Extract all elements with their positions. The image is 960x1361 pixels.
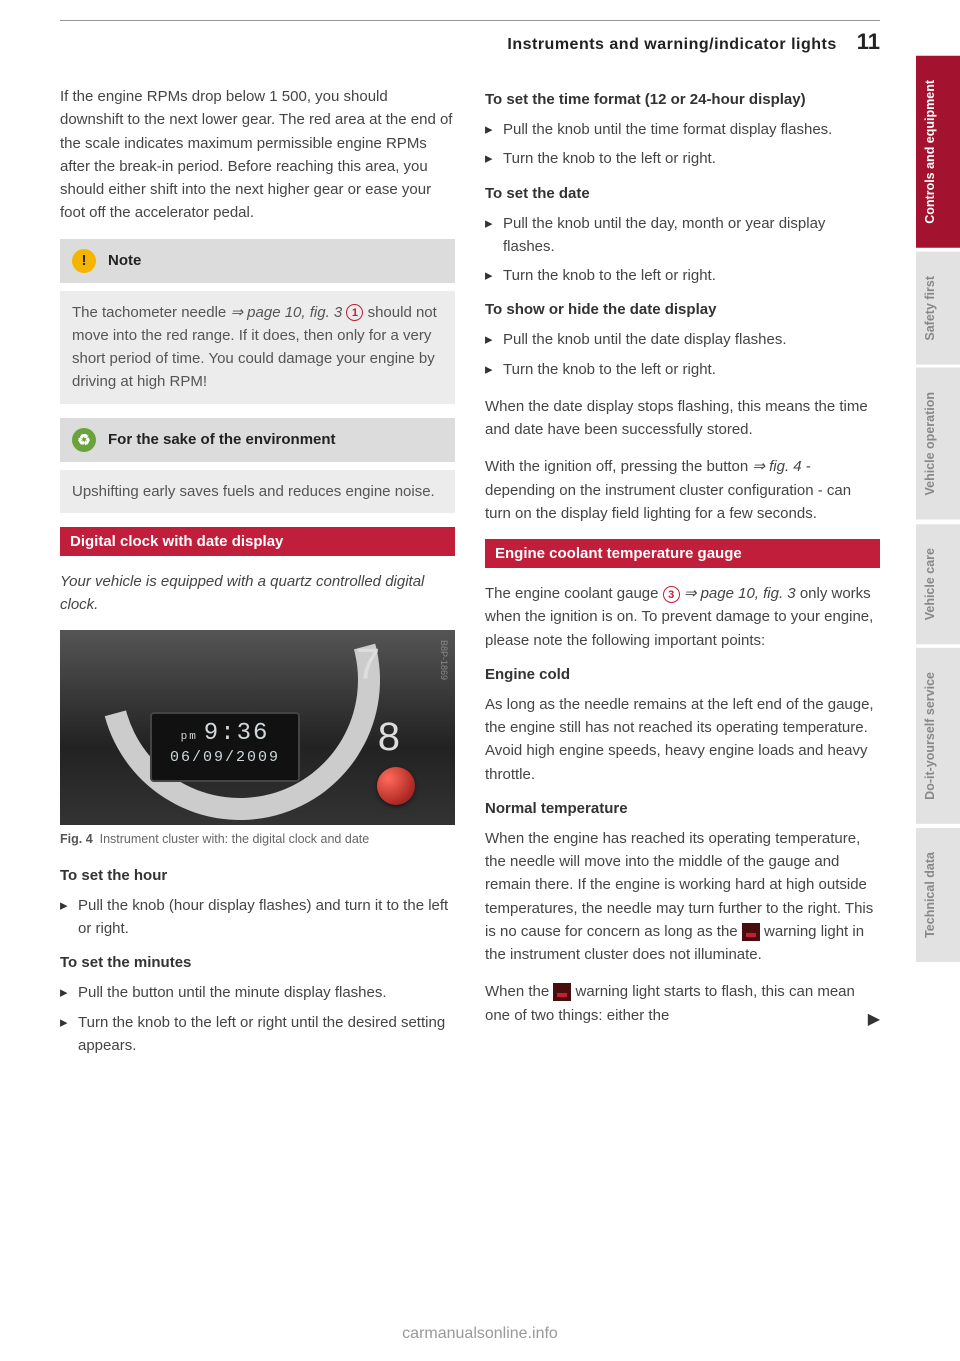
list-item: Pull the knob until the day, month or ye…: [485, 212, 880, 259]
env-body: Upshifting early saves fuels and reduces…: [60, 470, 455, 513]
flash-paragraph: When the warning light starts to flash, …: [485, 980, 880, 1027]
list-item: Turn the knob to the left or right.: [485, 264, 880, 287]
fig-code: B8P-1869: [439, 640, 449, 680]
section-digital-clock: Digital clock with date display: [60, 527, 455, 556]
note-text-pre: The tachometer needle: [72, 304, 230, 321]
date-steps: Pull the knob until the day, month or ye…: [485, 212, 880, 288]
tab-care[interactable]: Vehicle care: [916, 524, 960, 644]
heading-set-hour: To set the hour: [60, 867, 455, 884]
ignition-ref: ⇒ fig. 4: [752, 455, 801, 478]
heading-normal-temp: Normal temperature: [485, 800, 880, 817]
format-steps: Pull the knob until the time format disp…: [485, 118, 880, 171]
flash-pre: When the: [485, 983, 553, 1000]
env-icon: ♻: [72, 428, 96, 452]
note-body: The tachometer needle ⇒ page 10, fig. 3 …: [60, 291, 455, 404]
lcd-time-value: 9:36: [204, 720, 270, 747]
ignition-paragraph: With the ignition off, pressing the butt…: [485, 455, 880, 525]
note-title: Note: [108, 252, 141, 269]
showhide-steps: Pull the knob until the date display fla…: [485, 328, 880, 381]
lcd-time: pm 9:36: [152, 720, 298, 747]
right-column: To set the time format (12 or 24-hour di…: [485, 85, 880, 1071]
chapter-title: Instruments and warning/indicator lights: [507, 36, 836, 54]
lcd-date: 06/09/2009: [152, 749, 298, 766]
heading-time-format: To set the time format (12 or 24-hour di…: [485, 91, 880, 108]
cold-paragraph: As long as the needle remains at the lef…: [485, 693, 880, 786]
continue-arrow-icon: ▶: [868, 1008, 880, 1033]
list-item: Turn the knob to the left or right until…: [60, 1011, 455, 1058]
page-number: 11: [857, 29, 880, 55]
lcd-display: pm 9:36 06/09/2009: [150, 712, 300, 782]
heading-engine-cold: Engine cold: [485, 666, 880, 683]
fig-label: Fig. 4: [60, 832, 93, 846]
note-icon-glyph: !: [82, 252, 87, 269]
minute-steps: Pull the button until the minute display…: [60, 981, 455, 1057]
list-item: Turn the knob to the left or right.: [485, 147, 880, 170]
lcd-ampm: pm: [181, 731, 198, 743]
list-item: Turn the knob to the left or right.: [485, 358, 880, 381]
coolant-pre: The engine coolant gauge: [485, 585, 663, 602]
tab-diy[interactable]: Do-it-yourself service: [916, 648, 960, 824]
left-column: If the engine RPMs drop below 1 500, you…: [60, 85, 455, 1071]
note-ref: ⇒ page 10, fig. 3: [230, 301, 342, 324]
hour-steps: Pull the knob (hour display flashes) and…: [60, 894, 455, 941]
list-item: Pull the button until the minute display…: [60, 981, 455, 1004]
intro-paragraph: If the engine RPMs drop below 1 500, you…: [60, 85, 455, 225]
footer-source: carmanualsonline.info: [0, 1325, 960, 1343]
coolant-warning-icon: [742, 923, 760, 941]
tab-technical[interactable]: Technical data: [916, 828, 960, 962]
env-title: For the sake of the environment: [108, 431, 336, 448]
fig4-caption: Fig. 4 Instrument cluster with: the digi…: [60, 831, 455, 849]
figure-4: 7 8 pm 9:36 06/09/2009 B8P-1869: [60, 630, 455, 825]
tab-operation[interactable]: Vehicle operation: [916, 368, 960, 520]
page-header: Instruments and warning/indicator lights…: [60, 20, 880, 55]
normal-paragraph: When the engine has reached its operatin…: [485, 827, 880, 967]
gauge-num-8: 8: [378, 715, 400, 760]
side-tabs: Controls and equipment Safety first Vehi…: [916, 56, 960, 966]
clock-intro: Your vehicle is equipped with a quartz c…: [60, 570, 455, 617]
circled-3: 3: [663, 586, 680, 603]
clock-knob: [377, 767, 415, 805]
note-icon: !: [72, 249, 96, 273]
heading-set-minutes: To set the minutes: [60, 954, 455, 971]
list-item: Pull the knob (hour display flashes) and…: [60, 894, 455, 941]
list-item: Pull the knob until the date display fla…: [485, 328, 880, 351]
ignition-pre: With the ignition off, pressing the butt…: [485, 458, 752, 475]
gauge-num-7: 7: [356, 640, 380, 690]
env-icon-glyph: ♻: [77, 431, 90, 449]
tab-controls[interactable]: Controls and equipment: [916, 56, 960, 248]
section-coolant: Engine coolant temperature gauge: [485, 539, 880, 568]
coolant-ref: ⇒ page 10, fig. 3: [684, 582, 796, 605]
note-callout-header: ! Note: [60, 239, 455, 283]
stored-paragraph: When the date display stops flashing, th…: [485, 395, 880, 442]
tab-safety[interactable]: Safety first: [916, 252, 960, 365]
fig-caption-text: Instrument cluster with: the digital clo…: [100, 832, 370, 846]
heading-set-date: To set the date: [485, 185, 880, 202]
list-item: Pull the knob until the time format disp…: [485, 118, 880, 141]
circled-1: 1: [346, 304, 363, 321]
coolant-intro: The engine coolant gauge 3 ⇒ page 10, fi…: [485, 582, 880, 652]
env-callout-header: ♻ For the sake of the environment: [60, 418, 455, 462]
heading-show-hide-date: To show or hide the date display: [485, 301, 880, 318]
coolant-warning-icon: [553, 983, 571, 1001]
